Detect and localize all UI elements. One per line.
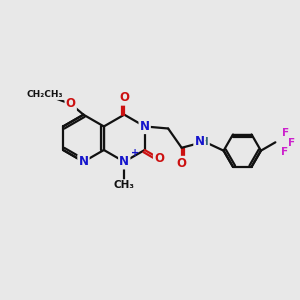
Text: CH₃: CH₃	[114, 180, 135, 190]
Text: O: O	[154, 152, 164, 165]
Text: +: +	[131, 148, 139, 158]
Text: O: O	[119, 92, 129, 104]
Text: N: N	[79, 155, 88, 168]
Text: CH₂CH₃: CH₂CH₃	[27, 90, 63, 99]
Text: F: F	[280, 147, 288, 157]
Text: H: H	[200, 137, 209, 147]
Text: N: N	[140, 120, 150, 133]
Text: N: N	[119, 155, 129, 168]
Text: O: O	[66, 98, 76, 110]
Text: O: O	[177, 157, 187, 170]
Text: F: F	[287, 138, 295, 148]
Text: N: N	[194, 135, 205, 148]
Text: F: F	[282, 128, 289, 139]
